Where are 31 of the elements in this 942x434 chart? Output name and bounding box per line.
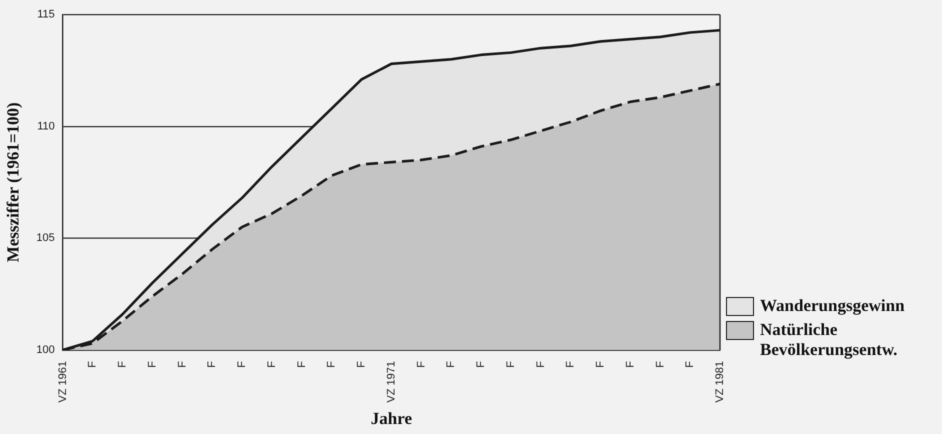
y-tick-label: 110 bbox=[37, 120, 55, 132]
x-tick-label: F bbox=[534, 360, 547, 368]
y-axis-title: Messziffer (1961=100) bbox=[4, 102, 23, 262]
x-tick-label: F bbox=[415, 360, 428, 368]
y-tick-label: 115 bbox=[37, 8, 55, 21]
x-tick-label: F bbox=[86, 360, 99, 368]
x-tick-label: F bbox=[475, 360, 488, 368]
x-axis-title: Jahre bbox=[370, 409, 412, 428]
x-tick-label: F bbox=[356, 360, 368, 368]
x-tick-label: VZ 1981 bbox=[714, 361, 726, 403]
x-tick-label: F bbox=[206, 360, 218, 368]
x-tick-label: F bbox=[326, 360, 338, 368]
x-tick-label: F bbox=[176, 360, 188, 368]
x-tick-label: F bbox=[296, 360, 308, 368]
y-tick-label: 105 bbox=[36, 232, 55, 244]
x-tick-label: F bbox=[564, 360, 577, 368]
x-tick-label: F bbox=[504, 360, 517, 368]
x-tick-label: F bbox=[445, 360, 458, 368]
x-tick-label: F bbox=[684, 360, 696, 368]
x-tick-label: F bbox=[146, 360, 158, 368]
y-tick-label: 100 bbox=[36, 344, 55, 356]
x-tick-label: F bbox=[116, 360, 129, 368]
x-tick-label: VZ 1971 bbox=[385, 361, 398, 403]
legend-label: Wanderungsgewinn bbox=[760, 296, 905, 316]
x-tick-label: F bbox=[266, 360, 278, 368]
x-tick-label: F bbox=[654, 360, 666, 368]
x-tick-label: F bbox=[624, 360, 636, 368]
x-tick-label: VZ 1961 bbox=[56, 361, 69, 403]
x-tick-label: F bbox=[594, 360, 607, 368]
legend-label: Natürliche Bevölkerungsentw. bbox=[760, 320, 898, 360]
x-tick-label: F bbox=[236, 360, 248, 368]
